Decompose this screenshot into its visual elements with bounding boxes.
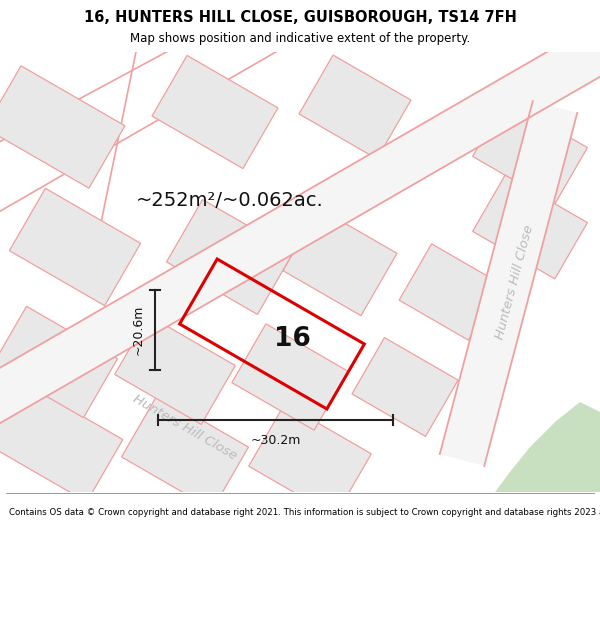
- Text: 16, HUNTERS HILL CLOSE, GUISBOROUGH, TS14 7FH: 16, HUNTERS HILL CLOSE, GUISBOROUGH, TS1…: [83, 11, 517, 26]
- Polygon shape: [248, 404, 371, 516]
- Polygon shape: [152, 56, 278, 169]
- Polygon shape: [473, 175, 587, 279]
- Polygon shape: [0, 17, 600, 428]
- Text: ~252m²/~0.062ac.: ~252m²/~0.062ac.: [136, 191, 324, 209]
- Polygon shape: [283, 208, 397, 316]
- Text: Map shows position and indicative extent of the property.: Map shows position and indicative extent…: [130, 32, 470, 45]
- Polygon shape: [399, 244, 501, 340]
- Text: 16: 16: [274, 326, 310, 352]
- Polygon shape: [122, 394, 248, 509]
- Polygon shape: [10, 188, 140, 306]
- Text: ~20.6m: ~20.6m: [132, 305, 145, 355]
- Text: Contains OS data © Crown copyright and database right 2021. This information is : Contains OS data © Crown copyright and d…: [9, 508, 600, 517]
- Polygon shape: [299, 55, 411, 159]
- Text: Hunters Hill Close: Hunters Hill Close: [131, 392, 239, 462]
- Polygon shape: [352, 338, 458, 436]
- Polygon shape: [0, 382, 123, 502]
- Polygon shape: [473, 100, 587, 204]
- Polygon shape: [490, 402, 600, 492]
- Polygon shape: [232, 324, 348, 430]
- Polygon shape: [0, 66, 125, 188]
- Polygon shape: [167, 199, 293, 314]
- Polygon shape: [440, 101, 577, 466]
- Text: ~30.2m: ~30.2m: [250, 434, 301, 447]
- Polygon shape: [0, 306, 118, 418]
- Text: Hunters Hill Close: Hunters Hill Close: [494, 223, 536, 341]
- Polygon shape: [115, 316, 235, 424]
